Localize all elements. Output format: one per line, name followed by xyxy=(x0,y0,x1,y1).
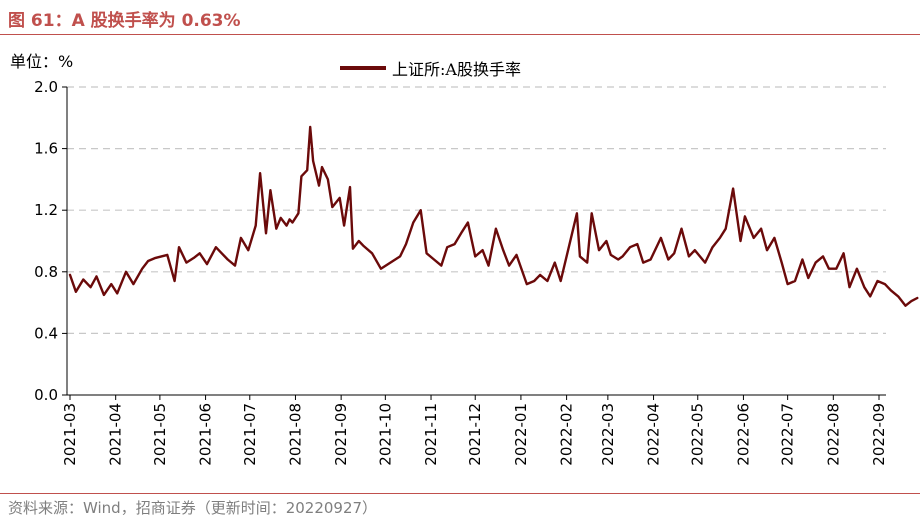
title-divider xyxy=(0,34,920,35)
unit-label: 单位：% xyxy=(10,52,74,71)
gridlines xyxy=(67,86,886,334)
x-tick-label: 2022-03 xyxy=(599,403,617,466)
x-tick-label: 2022-04 xyxy=(645,403,663,466)
x-tick-label: 2022-07 xyxy=(779,403,797,466)
x-tick-label: 2022-08 xyxy=(824,403,842,466)
x-tick-label: 2021-10 xyxy=(376,403,394,466)
axes xyxy=(66,87,886,396)
x-tick-label: 2022-06 xyxy=(734,403,752,466)
x-tick-label: 2021-07 xyxy=(241,403,259,466)
x-tick-label: 2022-02 xyxy=(558,403,576,466)
y-tick-label: 2.0 xyxy=(34,78,58,96)
x-tick-label: 2021-04 xyxy=(107,403,125,466)
legend-swatch xyxy=(340,66,386,70)
x-tick-label: 2021-06 xyxy=(197,403,215,466)
x-tick-label: 2021-08 xyxy=(286,403,304,466)
y-tick-label: 0.8 xyxy=(34,263,58,281)
y-tick-label: 1.2 xyxy=(34,201,58,219)
x-tick-label: 2022-09 xyxy=(870,403,888,466)
x-axis-ticks: 2021-03 2021-04 2021-05 2021-06 2021-07 2021-… xyxy=(61,395,888,466)
series-layer xyxy=(68,125,919,307)
x-tick-label: 2021-09 xyxy=(332,403,350,466)
y-tick-label: 0.4 xyxy=(34,324,58,342)
chart-legend: 上证所:A股换手率 xyxy=(340,57,521,79)
x-tick-label: 2022-05 xyxy=(689,403,707,466)
x-tick-label: 2021-11 xyxy=(422,403,440,466)
figure-title: 图 61：A 股换手率为 0.63% xyxy=(8,11,241,31)
x-tick-label: 2021-12 xyxy=(466,403,484,466)
x-tick-label: 2022-01 xyxy=(512,403,530,466)
y-tick-label: 1.6 xyxy=(34,140,58,158)
legend-label: 上证所:A股换手率 xyxy=(392,60,521,79)
x-tick-label: 2021-03 xyxy=(61,403,79,466)
source-note: 资料来源：Wind，招商证券（更新时间：20220927） xyxy=(8,499,378,517)
y-axis-ticks: 0.0 0.4 0.8 1.2 1.6 2.0 xyxy=(34,78,67,404)
series-line-0 xyxy=(68,125,919,307)
y-tick-label: 0.0 xyxy=(34,386,58,404)
x-tick-label: 2021-05 xyxy=(151,403,169,466)
source-divider xyxy=(0,493,920,494)
